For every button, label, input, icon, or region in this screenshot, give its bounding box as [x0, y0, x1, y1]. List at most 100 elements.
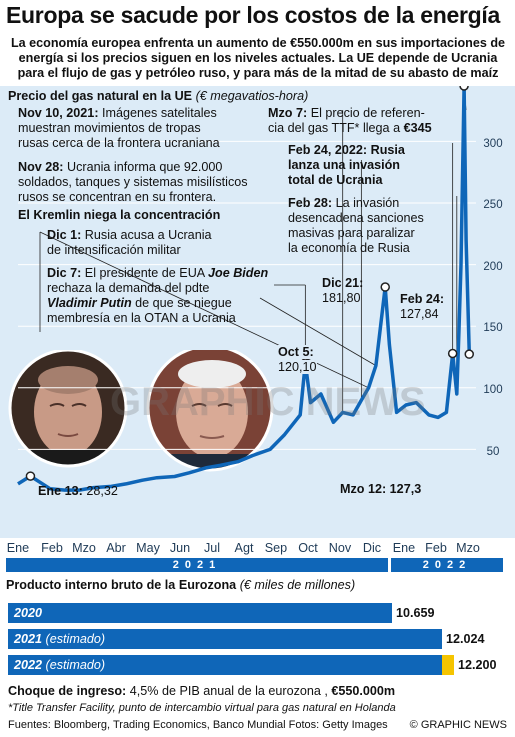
annotation-dic1: Dic 1: Rusia acusa a Ucrania de intensif…: [47, 228, 212, 258]
subtitle-line: para el flujo de gas y petróleo ruso, y …: [17, 66, 499, 80]
y-tick-label: 100: [483, 384, 503, 396]
x-tick-label: Jun: [169, 541, 191, 555]
annotation-text: El presidente de EUA: [84, 266, 205, 280]
gdp-unit: (€ miles de millones): [239, 578, 356, 592]
annotation-mzo7: Mzo 7: El precio de referen- cia del gas…: [268, 106, 432, 136]
gdp-estimate: (estimado): [45, 658, 106, 672]
annotation-dic21: Dic 21: 181,80: [322, 276, 363, 306]
annotation-mzo12: Mzo 12: 127,3: [340, 482, 421, 497]
gdp-bar-2022-increase: [442, 655, 454, 675]
y-tick-label: 200: [483, 261, 503, 273]
annotation-text: rusas cerca de la frontera ucraniana: [18, 136, 220, 150]
annotation-dic7: Dic 7: El presidente de EUA Joe Biden Jo…: [47, 266, 268, 326]
x-tick-label: Mzo: [456, 541, 480, 555]
annotation-date: Dic 1:: [47, 228, 82, 242]
x-tick-label: Dic: [362, 541, 382, 555]
page-title: Europa se sacude por los costos de la en…: [6, 2, 500, 28]
gdp-year: 2022: [14, 658, 43, 672]
gdp-bar-label: 2022 (estimado): [14, 655, 105, 675]
gdp-bar-2022: [8, 655, 442, 675]
annotation-date: Feb 24:: [400, 292, 445, 306]
annotation-text: la economía de Rusia: [288, 241, 410, 255]
x-tick-label: Nov: [328, 541, 352, 555]
x-tick-label: May: [136, 541, 160, 555]
gdp-value: 12.024: [446, 632, 485, 646]
annotation-date: Dic 21:: [322, 276, 364, 290]
annotation-text: muestran movimientos de tropas: [18, 121, 201, 135]
gdp-year: 2021: [14, 632, 43, 646]
price-point-marker: [25, 471, 36, 481]
annotation-leader-lines: [39, 86, 467, 413]
annotation-text: masivas para paralizar: [288, 226, 415, 240]
chart-grid: [18, 140, 476, 450]
annotation-text: rusos se concentran en su frontera.: [18, 190, 217, 204]
annotation-date: Oct 5:: [278, 345, 314, 359]
shock-label: Choque de ingreso:: [8, 684, 127, 698]
year-2022: 2022: [391, 558, 503, 572]
annotation-text: El precio de referen-: [310, 106, 425, 120]
annotation-text: de que se niegue: [135, 296, 232, 310]
annotation-text: La invasión: [335, 196, 400, 210]
subtitle: La economía europea enfrenta un aumento …: [8, 36, 508, 81]
gdp-bar-label: 2021 (estimado): [14, 629, 105, 649]
shock-text: 4,5% de PIB anual de la eurozona ,: [129, 684, 328, 698]
x-tick-label: Mzo: [72, 541, 96, 555]
x-tick-label: Ene: [6, 541, 30, 555]
annotation-text: Imágenes satelitales: [102, 106, 217, 120]
leader-photos: [8, 350, 274, 472]
subtitle-line: La economía europea enfrenta un aumento …: [10, 36, 506, 50]
annotation-nov28: Nov 28: Ucrania informa que 92.000 solda…: [18, 160, 248, 205]
annotation-feb24-invasion: Feb 24, 2022: Rusia lanza una invasión t…: [288, 143, 405, 188]
annotation-date: Nov 28:: [18, 160, 64, 174]
annotation-text: desencadena sanciones: [288, 211, 424, 225]
gdp-bar-2020: [8, 603, 392, 623]
gdp-value: 12.200: [458, 658, 497, 672]
annotation-feb28: Feb 28: La invasión desencadena sancione…: [288, 196, 424, 256]
income-shock: Choque de ingreso: 4,5% de PIB anual de …: [8, 684, 395, 698]
price-point-marker: [459, 86, 469, 91]
price-chart-title: Precio del gas natural en la UE (€ megav…: [8, 89, 308, 103]
gdp-bar-2021: [8, 629, 442, 649]
annotation-name: Joe Biden: [208, 266, 269, 280]
leader-line: [259, 297, 377, 366]
credit: © GRAPHIC NEWS: [409, 719, 507, 731]
annotation-feb24-price: Feb 24: 127,84: [400, 292, 444, 322]
annotation-oct5: Oct 5: 120,10: [278, 345, 317, 375]
y-tick-label: 300: [483, 138, 503, 150]
annotation-date: Feb 28:: [288, 196, 333, 210]
watermark: GRAPHIC NEWS: [110, 380, 426, 424]
x-tick-label: Sep: [264, 541, 288, 555]
annotation-text: Rusia acusa a Ucrania: [84, 228, 212, 242]
annotation-value: 181,80: [322, 291, 361, 305]
price-chart-title-text: Precio del gas natural en la UE: [8, 89, 193, 103]
price-point-marker: [380, 282, 390, 292]
footnote: *Title Transfer Facility, punto de inter…: [8, 702, 396, 714]
annotation-name: Vladimir Putin: [47, 296, 132, 310]
gas-price-line: [17, 86, 472, 492]
y-tick-label: 250: [483, 199, 503, 211]
annotation-value: 120,10: [278, 360, 317, 374]
x-tick-label: Abr: [106, 541, 126, 555]
annotation-text: membresía en la OTAN a Ucrania: [47, 311, 236, 325]
annotation-date: Nov 10, 2021:: [18, 106, 99, 120]
annotation-text: Ucrania informa que 92.000: [67, 160, 223, 174]
annotation-kremlin: El Kremlin niega la concentración: [18, 208, 220, 223]
gdp-year: 2020: [14, 606, 43, 620]
price-point-marker: [464, 349, 475, 359]
annotation-text: El Kremlin niega la concentración: [18, 208, 221, 222]
x-tick-label: Jul: [203, 541, 221, 555]
shock-value: €550.000m: [331, 684, 396, 698]
annotation-date: Dic 7:: [47, 266, 82, 280]
gdp-bar-label: 2020: [14, 603, 42, 623]
annotation-text: total de Ucrania: [288, 173, 383, 187]
annotation-value: 127,84: [400, 307, 439, 321]
annotation-date: Ene 13:: [38, 484, 83, 498]
x-tick-label: Agt: [234, 541, 254, 555]
x-tick-label: Feb: [41, 541, 63, 555]
subtitle-line: energía si los precios siguen en los niv…: [18, 51, 498, 65]
gas-price-chart: [17, 86, 476, 492]
annotation-text: soldados, tanques y sistemas misilístico…: [18, 175, 248, 189]
annotation-date: Mzo 7:: [268, 106, 308, 120]
annotation-text: rechaza la demanda del pdte: [47, 281, 210, 295]
annotation-value: 28,32: [86, 484, 118, 498]
